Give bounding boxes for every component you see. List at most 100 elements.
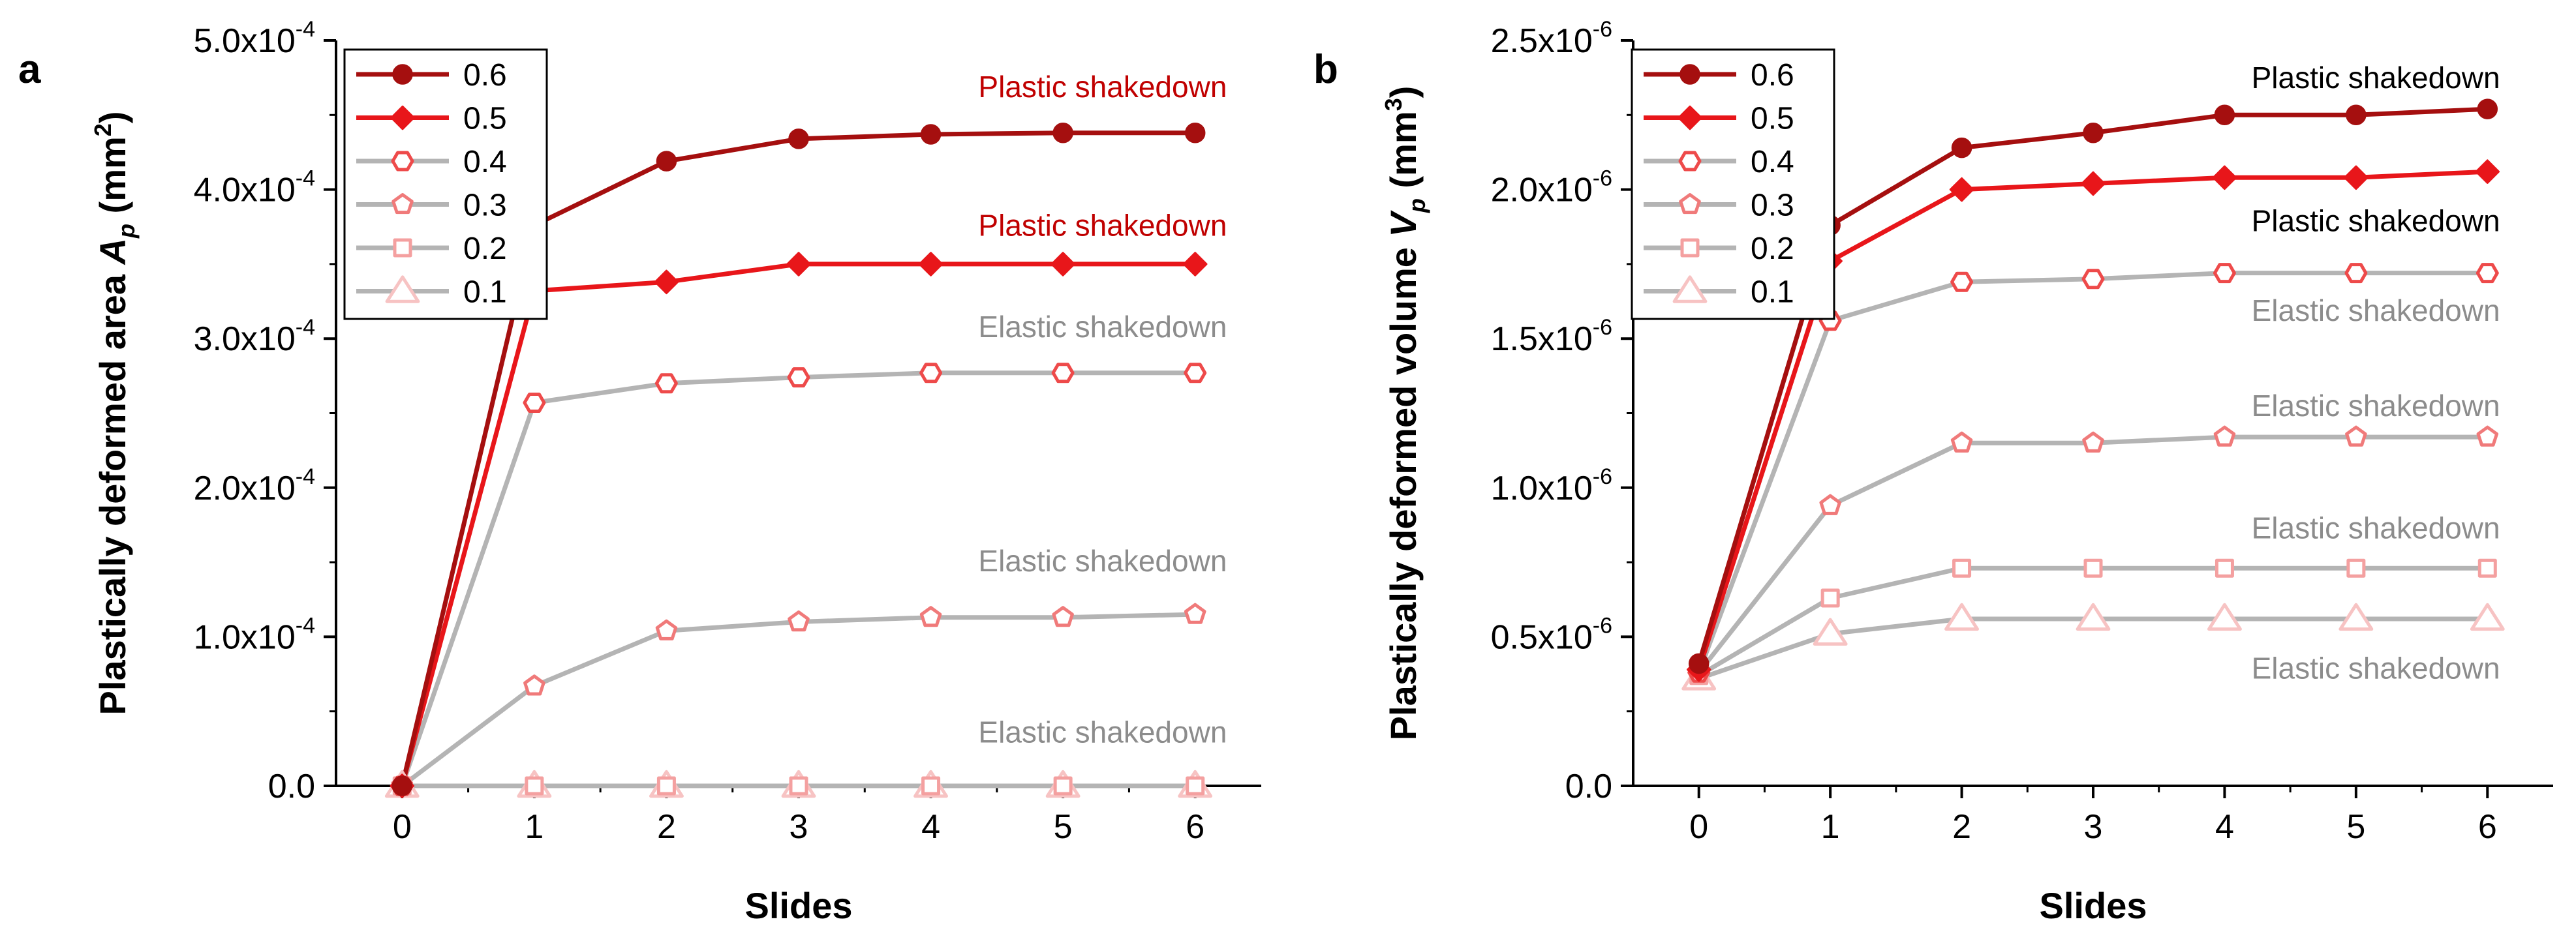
data-point-0.5 bbox=[918, 252, 943, 277]
legend-label: 0.1 bbox=[463, 275, 507, 310]
data-point-0.6 bbox=[1688, 653, 1710, 674]
data-point-0.3 bbox=[2476, 425, 2499, 447]
legend-label: 0.5 bbox=[463, 102, 507, 136]
legend-label: 0.5 bbox=[1751, 102, 1794, 136]
data-point-0.2 bbox=[1186, 776, 1205, 796]
data-point-0.5 bbox=[2475, 159, 2500, 184]
annotation: Plastic shakedown bbox=[2252, 61, 2500, 95]
x-tick-label: 5 bbox=[1054, 808, 1073, 846]
annotation: Elastic shakedown bbox=[2252, 389, 2500, 423]
data-point-0.3 bbox=[2345, 425, 2367, 447]
data-point-0.4 bbox=[1950, 271, 1974, 292]
annotation: Plastic shakedown bbox=[978, 208, 1227, 242]
legend-marker-0.6 bbox=[1679, 64, 1700, 85]
y-tick-label: 3.0x10-4 bbox=[194, 315, 315, 358]
legend-label: 0.4 bbox=[463, 145, 507, 179]
data-point-0.5 bbox=[2212, 165, 2237, 190]
data-point-0.4 bbox=[2081, 269, 2105, 290]
series-line-0.3 bbox=[401, 612, 1195, 788]
x-tick-label: 5 bbox=[2346, 808, 2365, 846]
data-point-0.5 bbox=[1949, 177, 1974, 202]
legend-label: 0.3 bbox=[1751, 188, 1794, 223]
x-axis-title: Slides bbox=[745, 885, 853, 926]
data-point-0.3 bbox=[1819, 494, 1841, 515]
data-point-0.3 bbox=[2082, 431, 2104, 453]
y-tick-label: 5.0x10-4 bbox=[194, 17, 315, 60]
annotation: Elastic shakedown bbox=[2252, 293, 2500, 327]
data-point-0.4 bbox=[787, 367, 810, 388]
x-tick-label: 4 bbox=[2215, 808, 2234, 846]
data-point-0.2 bbox=[1820, 588, 1840, 608]
y-tick-label: 4.0x10-4 bbox=[194, 166, 315, 209]
annotation: Elastic shakedown bbox=[978, 544, 1227, 578]
x-axis-title: Slides bbox=[2040, 885, 2147, 926]
y-axis-title: Plastically deformed area Ap (mm2) bbox=[89, 112, 140, 715]
legend-label: 0.2 bbox=[1751, 232, 1794, 266]
legend-marker-0.4 bbox=[1678, 151, 1702, 172]
x-tick-label: 3 bbox=[2084, 808, 2103, 846]
data-point-0.5 bbox=[786, 252, 811, 277]
legend-label: 0.6 bbox=[463, 58, 507, 93]
y-tick-label: 1.5x10-6 bbox=[1491, 315, 1612, 358]
panel-a: a 0 1 2 3 4 5 6 0.0 1.0x10-4 2.0x10-4 3.0x10-4 4.0x1… bbox=[18, 17, 1261, 926]
panel-label: b bbox=[1313, 47, 1338, 92]
annotation: Elastic shakedown bbox=[2252, 651, 2500, 685]
data-point-0.2 bbox=[1952, 558, 1972, 578]
legend-marker-0.4 bbox=[391, 151, 414, 172]
x-tick-label: 1 bbox=[1821, 808, 1840, 846]
data-point-0.1 bbox=[2207, 603, 2242, 631]
y-tick-label: 2.0x10-6 bbox=[1491, 166, 1612, 209]
data-point-0.3 bbox=[2213, 425, 2236, 447]
x-tick-label: 6 bbox=[1186, 808, 1204, 846]
data-point-0.6 bbox=[391, 775, 413, 796]
data-point-0.6 bbox=[1052, 122, 1073, 143]
legend-box bbox=[343, 48, 548, 320]
annotation: Elastic shakedown bbox=[978, 310, 1227, 344]
data-point-0.2 bbox=[2083, 558, 2103, 578]
data-point-0.3 bbox=[788, 610, 810, 632]
annotation: Elastic shakedown bbox=[2252, 511, 2500, 545]
data-point-0.4 bbox=[1184, 363, 1207, 383]
data-point-0.4 bbox=[2476, 263, 2499, 284]
legend-marker-0.2 bbox=[393, 238, 412, 258]
legend-marker-0.3 bbox=[391, 193, 414, 215]
data-point-0.2 bbox=[525, 776, 544, 796]
x-tick-label: 2 bbox=[657, 808, 676, 846]
legend-marker-0.1 bbox=[385, 275, 420, 303]
data-point-0.4 bbox=[919, 363, 943, 383]
data-point-0.1 bbox=[1944, 603, 1979, 631]
x-tick-label: 2 bbox=[1952, 808, 1971, 846]
data-point-0.2 bbox=[789, 776, 808, 796]
x-tick-label: 6 bbox=[2478, 808, 2497, 846]
data-point-0.4 bbox=[2344, 263, 2368, 284]
y-tick-label: 0.0 bbox=[1565, 768, 1612, 805]
data-point-0.4 bbox=[654, 373, 678, 394]
legend: 0.6 0.5 0.4 0.3 0.2 0.1 bbox=[1631, 48, 1835, 320]
data-point-0.2 bbox=[2215, 558, 2234, 578]
legend-marker-0.2 bbox=[1680, 238, 1700, 258]
legend-marker-0.5 bbox=[390, 105, 415, 130]
data-point-0.6 bbox=[1184, 122, 1206, 143]
data-point-0.2 bbox=[1053, 776, 1073, 796]
legend-marker-0.5 bbox=[1678, 105, 1702, 130]
data-point-0.2 bbox=[656, 776, 676, 796]
data-point-0.5 bbox=[1050, 252, 1075, 277]
data-point-0.1 bbox=[2338, 603, 2374, 631]
y-tick-label: 0.5x10-6 bbox=[1491, 613, 1612, 656]
data-point-0.6 bbox=[920, 124, 942, 145]
data-point-0.6 bbox=[788, 128, 809, 149]
legend-label: 0.6 bbox=[1751, 58, 1794, 93]
data-point-0.6 bbox=[2346, 104, 2367, 126]
data-point-0.5 bbox=[2344, 165, 2369, 190]
y-tick-label: 1.0x10-4 bbox=[194, 613, 315, 656]
data-point-0.3 bbox=[919, 606, 942, 627]
x-tick-label: 1 bbox=[525, 808, 544, 846]
data-point-0.3 bbox=[655, 619, 678, 640]
data-point-0.2 bbox=[921, 776, 941, 796]
y-axis-title: Plastically deformed volume Vp (mm3) bbox=[1380, 86, 1430, 741]
x-tick-label: 3 bbox=[790, 808, 808, 846]
legend-label: 0.2 bbox=[463, 232, 507, 266]
data-point-0.4 bbox=[2213, 263, 2236, 284]
panel-label: a bbox=[18, 47, 41, 92]
